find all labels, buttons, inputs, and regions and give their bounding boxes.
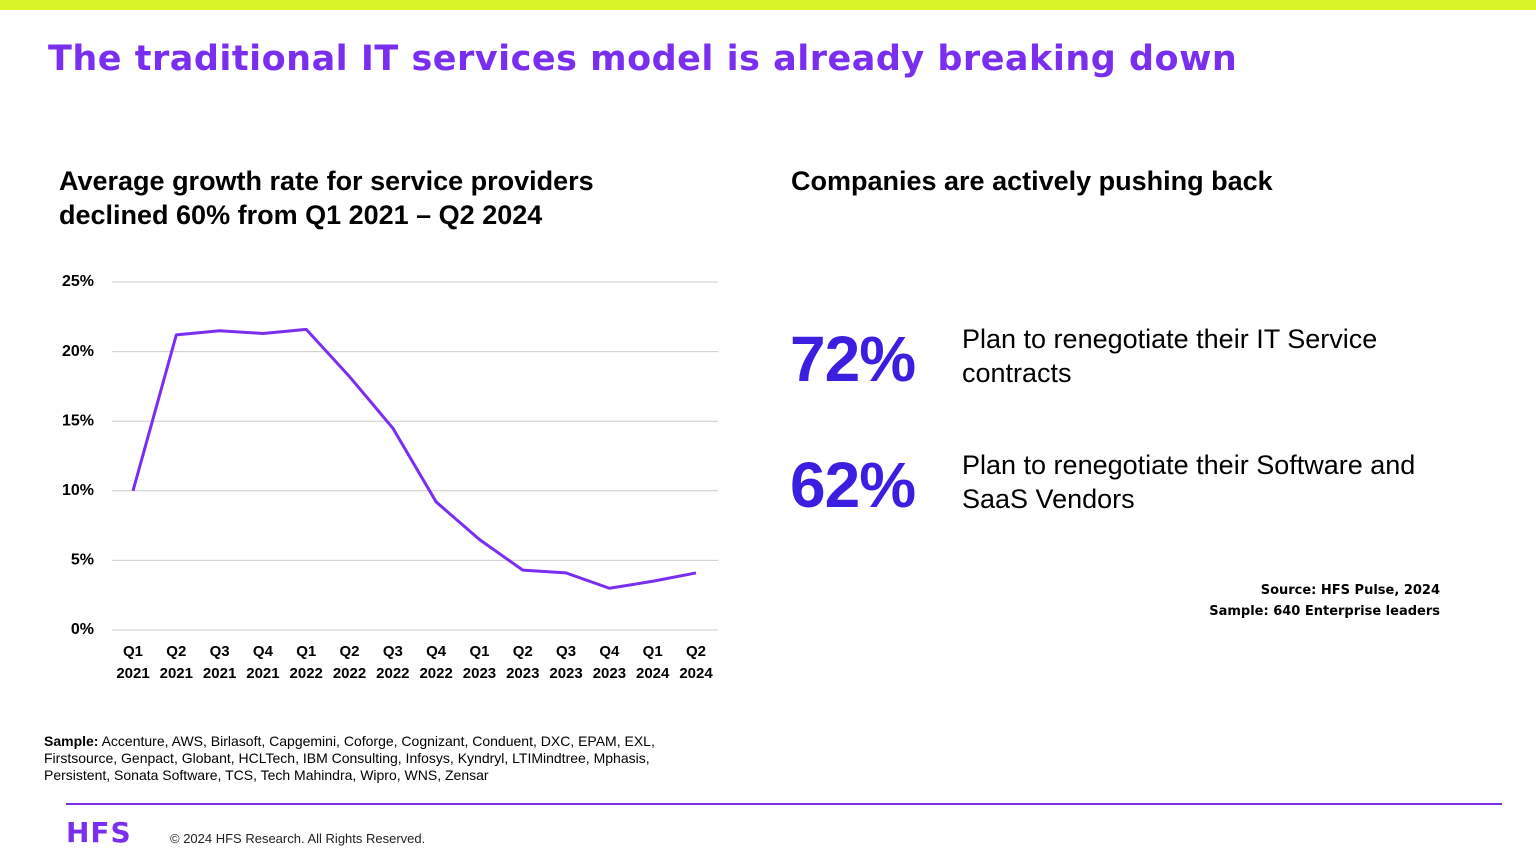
logo: HFS xyxy=(66,816,132,849)
x-tick-label: Q2 2023 xyxy=(506,643,540,682)
stat-value: 72% xyxy=(790,323,916,395)
x-tick-label: Q4 2021 xyxy=(246,643,280,682)
stat-value: 62% xyxy=(790,449,916,521)
sample-note: Sample: Accenture, AWS, Birlasoft, Capge… xyxy=(44,733,704,784)
slide-title: The traditional IT services model is alr… xyxy=(48,39,1238,79)
x-tick-label: Q4 2023 xyxy=(592,643,627,682)
y-tick-label: 20% xyxy=(62,343,94,360)
x-tick-label: Q3 2021 xyxy=(202,643,237,682)
x-tick-label: Q1 2022 xyxy=(289,643,323,682)
x-tick-label: Q1 2023 xyxy=(462,643,497,682)
y-tick-label: 15% xyxy=(62,412,94,429)
source-note: Source: HFS Pulse, 2024 xyxy=(1260,583,1440,598)
x-tick-label: Q2 2021 xyxy=(159,643,193,682)
stat-text: Plan to renegotiate their Software and S… xyxy=(962,450,1416,514)
stat-text: Plan to renegotiate their IT Service con… xyxy=(962,324,1378,388)
x-tick-label: Q2 2022 xyxy=(332,643,367,682)
x-tick-label: Q3 2023 xyxy=(549,643,583,682)
sample-text: Accenture, AWS, Birlasoft, Capgemini, Co… xyxy=(44,733,655,783)
data-line xyxy=(131,327,697,590)
source-note: Sample: 640 Enterprise leaders xyxy=(1209,604,1440,619)
x-tick-label: Q2 2024 xyxy=(679,643,713,682)
y-tick-label: 10% xyxy=(62,482,94,499)
x-tick-label: Q1 2024 xyxy=(636,643,670,682)
x-tick-label: Q4 2022 xyxy=(419,643,453,682)
footer-rule xyxy=(66,803,1502,805)
stats-title: Companies are actively pushing back xyxy=(791,166,1273,196)
sample-label: Sample: xyxy=(44,733,99,749)
copyright: © 2024 HFS Research. All Rights Reserved… xyxy=(170,831,426,846)
y-tick-label: 5% xyxy=(71,552,94,569)
top-bar xyxy=(0,0,1536,10)
chart-title: Average growth rate for service provider… xyxy=(59,166,594,230)
y-tick-label: 25% xyxy=(62,273,94,290)
x-tick-label: Q1 2021 xyxy=(116,643,150,682)
y-tick-label: 0% xyxy=(71,621,94,638)
x-tick-label: Q3 2022 xyxy=(376,643,410,682)
chart: 0% 5% 10% 15% 20% 25% xyxy=(62,273,718,638)
